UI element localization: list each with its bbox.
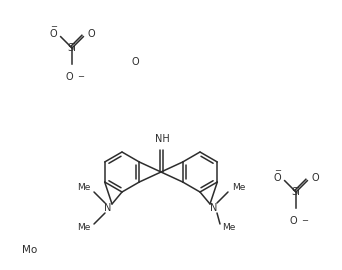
- Text: N: N: [210, 203, 218, 213]
- Text: O: O: [49, 29, 57, 39]
- Text: Mo: Mo: [22, 245, 37, 255]
- Text: Si: Si: [292, 187, 300, 197]
- Text: Me: Me: [232, 184, 245, 193]
- Text: −: −: [274, 166, 281, 175]
- Text: Me: Me: [77, 184, 90, 193]
- Text: −: −: [301, 216, 308, 225]
- Text: Si: Si: [68, 43, 77, 53]
- Text: Me: Me: [222, 224, 235, 232]
- Text: N: N: [104, 203, 112, 213]
- Text: O: O: [131, 57, 139, 67]
- Text: O: O: [65, 72, 73, 82]
- Text: Me: Me: [77, 224, 90, 232]
- Text: −: −: [50, 22, 57, 31]
- Text: −: −: [77, 72, 84, 81]
- Text: O: O: [87, 29, 95, 39]
- Text: O: O: [311, 173, 319, 183]
- Text: NH: NH: [155, 134, 169, 144]
- Text: O: O: [273, 173, 281, 183]
- Text: O: O: [289, 216, 297, 226]
